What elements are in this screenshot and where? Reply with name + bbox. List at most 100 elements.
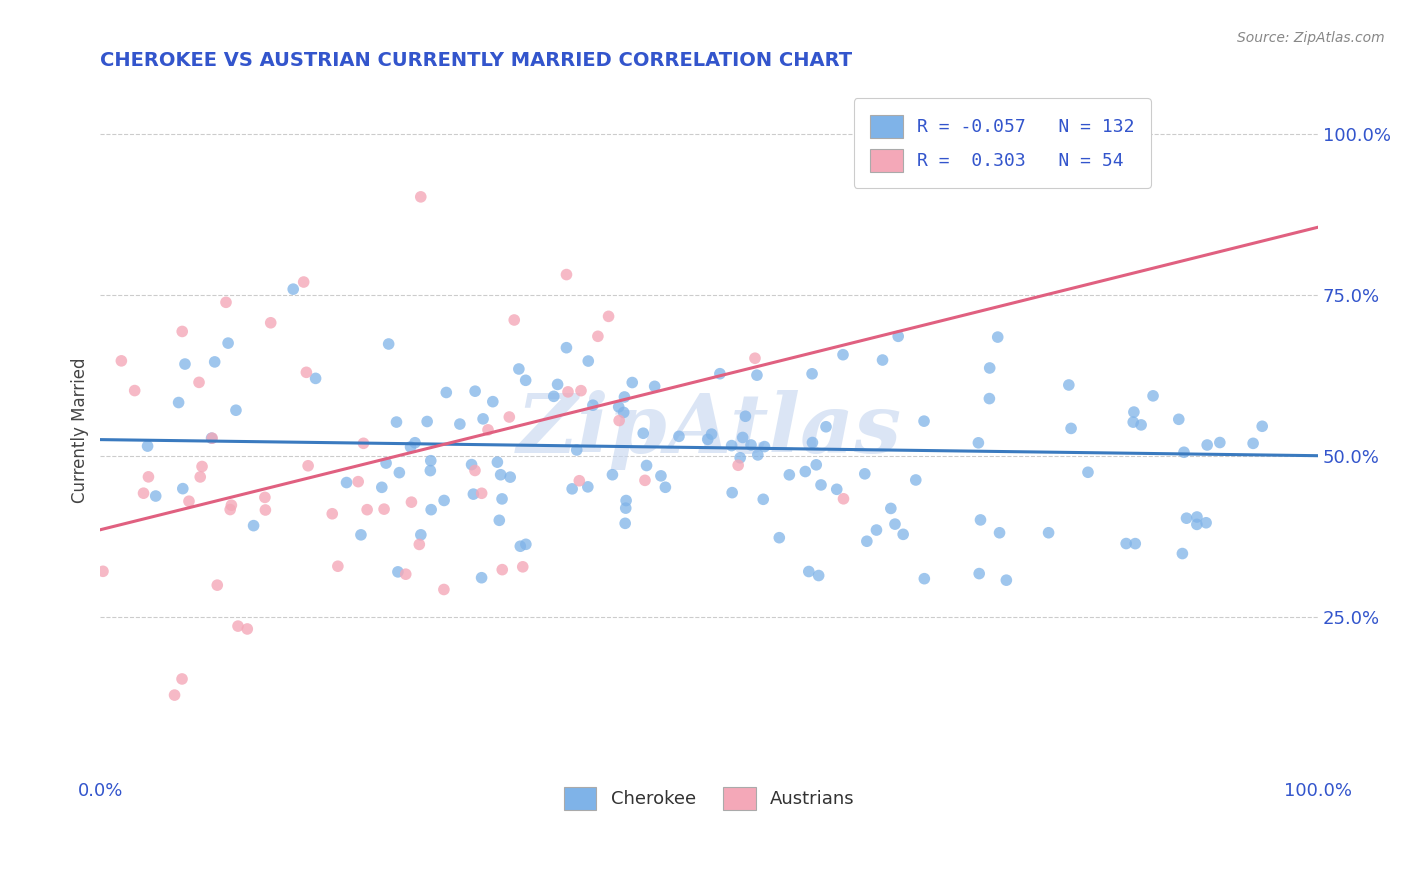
Point [1241,436,1264,450]
Point [297,458,319,473]
Point [614,493,637,508]
Text: ZipAtlas: ZipAtlas [516,390,901,470]
Point [138,470,160,484]
Point [416,415,439,429]
Point [226,619,249,633]
Point [969,513,991,527]
Point [91,564,114,578]
Point [696,433,718,447]
Point [401,495,423,509]
Point [995,573,1018,587]
Point [449,417,471,431]
Point [621,376,644,390]
Point [904,473,927,487]
Point [650,468,672,483]
Point [375,456,398,470]
Point [1195,516,1218,530]
Point [385,415,408,429]
Point [745,368,768,383]
Point [477,423,499,437]
Point [614,516,637,531]
Point [1197,438,1219,452]
Point [482,394,505,409]
Point [353,436,375,450]
Point [557,384,579,399]
Point [988,525,1011,540]
Point [700,427,723,442]
Point [768,531,790,545]
Point [709,367,731,381]
Point [602,467,624,482]
Point [464,463,486,477]
Point [1209,435,1232,450]
Point [124,384,146,398]
Point [576,480,599,494]
Point [433,493,456,508]
Point [912,572,935,586]
Point [1122,405,1144,419]
Point [814,419,837,434]
Text: Source: ZipAtlas.com: Source: ZipAtlas.com [1237,31,1385,45]
Point [555,268,578,282]
Point [326,559,349,574]
Point [752,492,775,507]
Point [731,430,754,444]
Point [555,341,578,355]
Point [806,458,828,472]
Point [561,482,583,496]
Point [395,567,418,582]
Point [613,405,636,419]
Point [347,475,370,489]
Point [460,458,482,472]
Point [486,455,509,469]
Point [399,440,422,454]
Point [832,348,855,362]
Point [979,361,1001,376]
Point [420,502,443,516]
Point [236,622,259,636]
Point [807,568,830,582]
Point [1171,547,1194,561]
Point [170,672,193,686]
Point [747,448,769,462]
Point [865,523,887,537]
Point [801,435,824,450]
Point [631,426,654,441]
Point [215,295,238,310]
Point [373,502,395,516]
Point [891,527,914,541]
Point [503,313,526,327]
Point [1142,389,1164,403]
Point [801,367,824,381]
Point [110,354,132,368]
Point [979,392,1001,406]
Point [387,565,409,579]
Point [283,282,305,296]
Point [145,489,167,503]
Point [419,464,441,478]
Point [356,502,378,516]
Point [471,571,494,585]
Point [721,485,744,500]
Point [1185,510,1208,524]
Point [488,513,510,527]
Point [409,528,432,542]
Point [472,412,495,426]
Point [321,507,343,521]
Point [515,373,537,387]
Point [242,518,264,533]
Point [404,435,426,450]
Point [371,480,394,494]
Point [260,316,283,330]
Point [754,440,776,454]
Point [576,354,599,368]
Point [132,486,155,500]
Point [636,458,658,473]
Point [568,474,591,488]
Point [491,491,513,506]
Point [1038,525,1060,540]
Point [217,336,239,351]
Point [810,478,832,492]
Point [172,325,194,339]
Point [1123,536,1146,550]
